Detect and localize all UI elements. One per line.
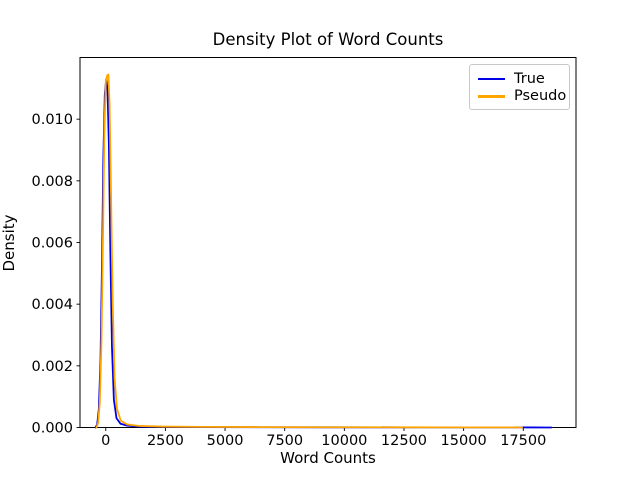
legend-label-pseudo: Pseudo [514,88,567,104]
x-tick-label: 7500 [266,433,303,449]
density-line-true [94,78,553,429]
x-tick-label: 2500 [147,433,184,449]
y-tick-label: 0.008 [31,174,73,190]
x-tick-label: 0 [101,433,110,449]
y-axis-label: Density [0,214,18,272]
x-tick-label: 12500 [381,433,427,449]
legend: True Pseudo [469,64,570,110]
x-tick-label: 15000 [441,433,487,449]
legend-label-true: True [514,70,545,87]
y-tick-label: 0.010 [31,112,73,128]
x-tick-label: 17500 [500,433,546,449]
y-tick-label: 0.000 [31,421,73,437]
density-line-pseudo [95,73,523,429]
y-tick-label: 0.002 [31,359,73,375]
y-tick-label: 0.004 [31,297,73,313]
y-tick-label: 0.006 [31,236,73,252]
x-axis-label: Word Counts [280,449,376,467]
legend-entry-true: True [478,70,561,88]
legend-line-true-icon [478,77,505,80]
legend-entry-pseudo: Pseudo [478,88,566,106]
chart-title: Density Plot of Word Counts [212,30,444,49]
axes-spines [79,57,577,428]
x-tick-label: 10000 [321,433,367,449]
x-tick-label: 5000 [207,433,244,449]
legend-line-pseudo-icon [478,95,505,98]
